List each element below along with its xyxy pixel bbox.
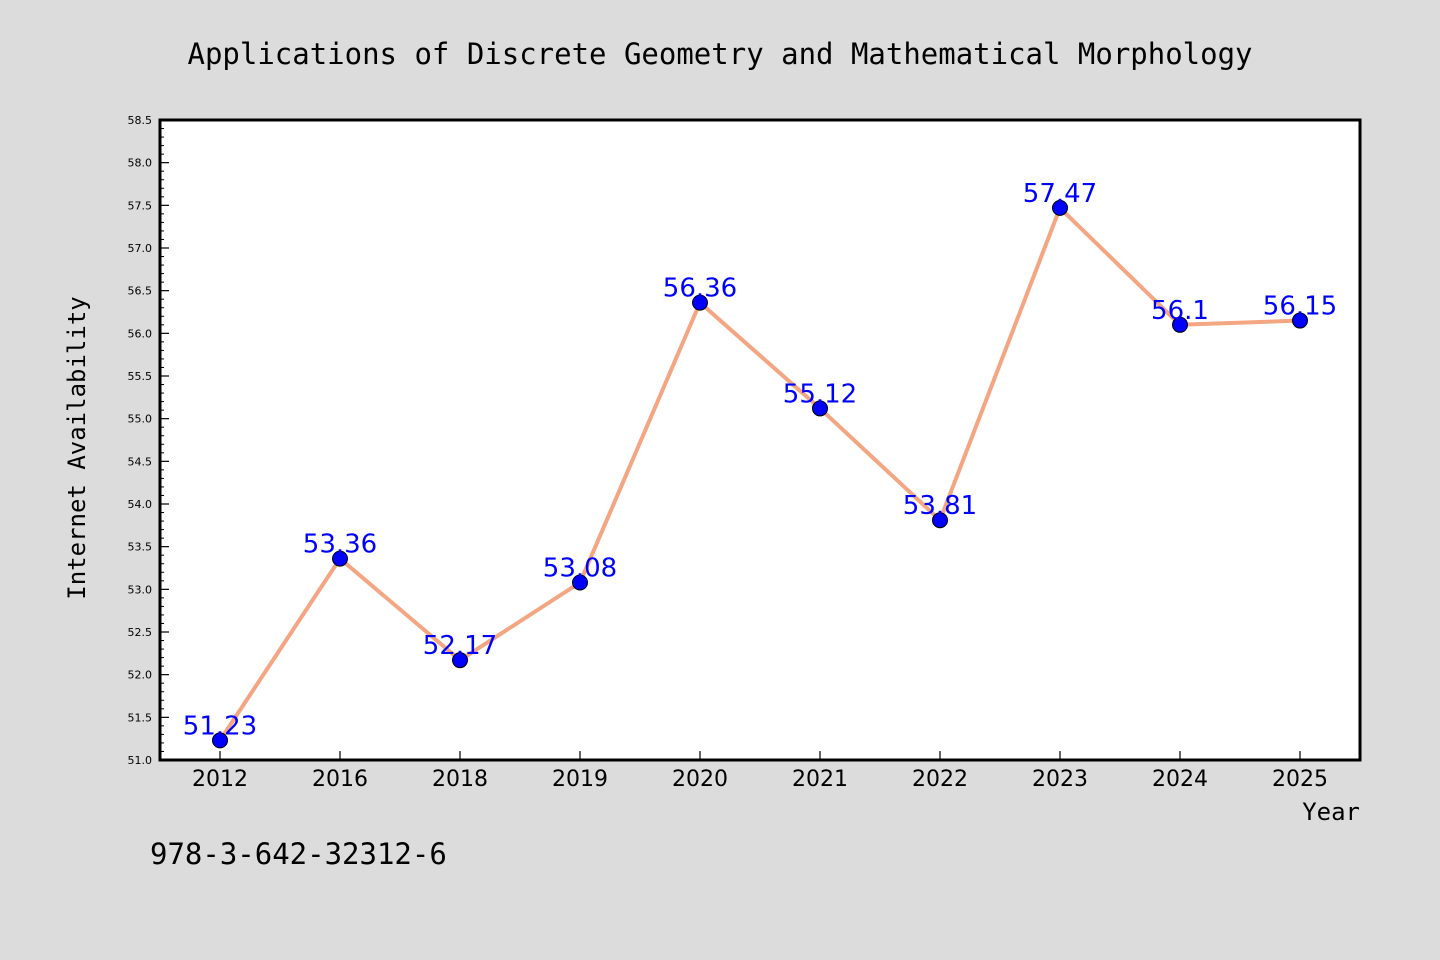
y-tick-label: 53.5 (128, 541, 153, 554)
y-tick-label: 58.0 (128, 157, 153, 170)
y-tick-label: 53.0 (128, 583, 153, 596)
y-tick-label: 51.0 (128, 754, 153, 767)
y-axis-label: Internet Availability (63, 296, 91, 599)
x-tick-label: 2012 (192, 767, 248, 792)
y-tick-label: 56.0 (128, 327, 153, 340)
x-tick-label: 2016 (312, 767, 368, 792)
series-layer: 51.23 53.36 52.17 53.08 56.36 55.12 53.81 57.47… (183, 179, 1337, 749)
data-point (212, 732, 228, 749)
data-point (1052, 199, 1068, 216)
x-tick-label: 2020 (672, 767, 728, 792)
y-tick-label: 55.0 (128, 413, 153, 426)
data-label: 57.47 (1023, 179, 1097, 209)
data-point (692, 294, 708, 311)
x-tick-label: 2023 (1032, 767, 1088, 792)
data-point (452, 652, 468, 669)
data-label: 51.23 (183, 711, 257, 741)
y-tick-label: 52.5 (128, 626, 153, 639)
chart-title: Applications of Discrete Geometry and Ma… (187, 37, 1252, 71)
y-tick-label: 57.0 (128, 242, 153, 255)
data-label: 56.1 (1151, 296, 1209, 326)
footer-code: 978-3-642-32312-6 (150, 837, 447, 871)
data-label: 53.81 (903, 491, 977, 521)
x-tick-label: 2022 (912, 767, 968, 792)
series-line (218, 205, 1301, 742)
data-point (932, 512, 948, 529)
data-label: 55.12 (783, 379, 857, 409)
data-point (572, 574, 588, 591)
y-tick-label: 52.0 (128, 669, 153, 682)
data-point (812, 400, 828, 417)
y-tick-label: 54.0 (128, 498, 153, 511)
data-point (1292, 312, 1308, 329)
x-tick-label: 2018 (432, 767, 488, 792)
plot-frame (158, 118, 1362, 762)
x-tick-label: 2019 (552, 767, 608, 792)
y-tick-label: 51.5 (128, 711, 153, 724)
x-tick-label: 2024 (1152, 767, 1208, 792)
y-tick-label: 54.5 (128, 455, 153, 468)
data-point (332, 550, 348, 567)
data-label: 56.36 (663, 274, 737, 304)
plot-area (160, 120, 1360, 760)
data-label: 53.08 (543, 554, 617, 584)
x-tick-label: 2021 (792, 767, 848, 792)
y-tick-label: 58.5 (128, 114, 153, 127)
x-axis-label: Year (1302, 798, 1360, 826)
y-tick-label: 56.5 (128, 285, 153, 298)
data-label: 52.17 (423, 631, 497, 661)
data-label: 53.36 (303, 530, 377, 560)
x-tick-label: 2025 (1272, 767, 1328, 792)
data-point (1172, 316, 1188, 333)
y-tick-label: 57.5 (128, 199, 153, 212)
data-label: 56.15 (1263, 292, 1337, 322)
y-tick-label: 55.5 (128, 370, 153, 383)
x-axis-ticks: 2012 2016 2018 2019 2020 2021 2022 2023 2024 2025 (192, 751, 1328, 792)
